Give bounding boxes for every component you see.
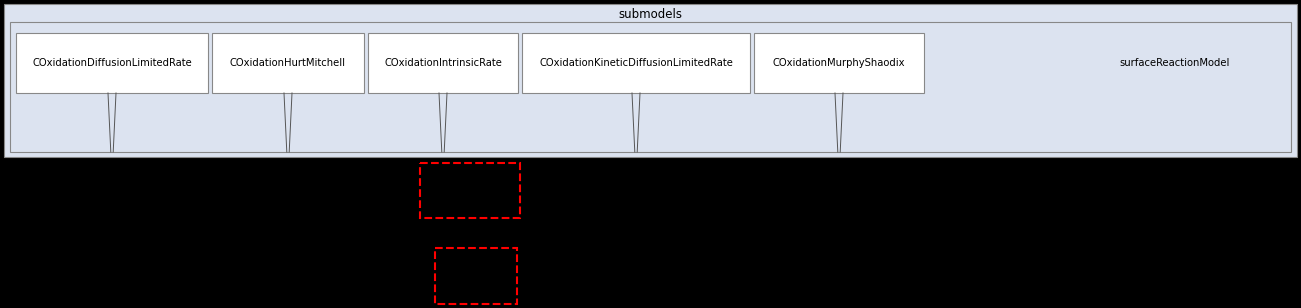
Text: COxidationHurtMitchell: COxidationHurtMitchell	[230, 58, 346, 68]
Bar	[755, 33, 924, 93]
Bar	[4, 4, 1297, 157]
Text: surfaceReactionModel: surfaceReactionModel	[1120, 58, 1231, 68]
Bar	[16, 33, 208, 93]
Bar	[10, 22, 1291, 152]
Bar	[420, 163, 520, 218]
Text: COxidationKineticDiffusionLimitedRate: COxidationKineticDiffusionLimitedRate	[539, 58, 732, 68]
Text: COxidationDiffusionLimitedRate: COxidationDiffusionLimitedRate	[33, 58, 191, 68]
Text: COxidationIntrinsicRate: COxidationIntrinsicRate	[384, 58, 502, 68]
Bar	[212, 33, 364, 93]
Bar	[435, 248, 516, 304]
Text: submodels: submodels	[618, 7, 683, 21]
Bar	[522, 33, 749, 93]
Bar	[368, 33, 518, 93]
Text: COxidationMurphyShaodix: COxidationMurphyShaodix	[773, 58, 905, 68]
